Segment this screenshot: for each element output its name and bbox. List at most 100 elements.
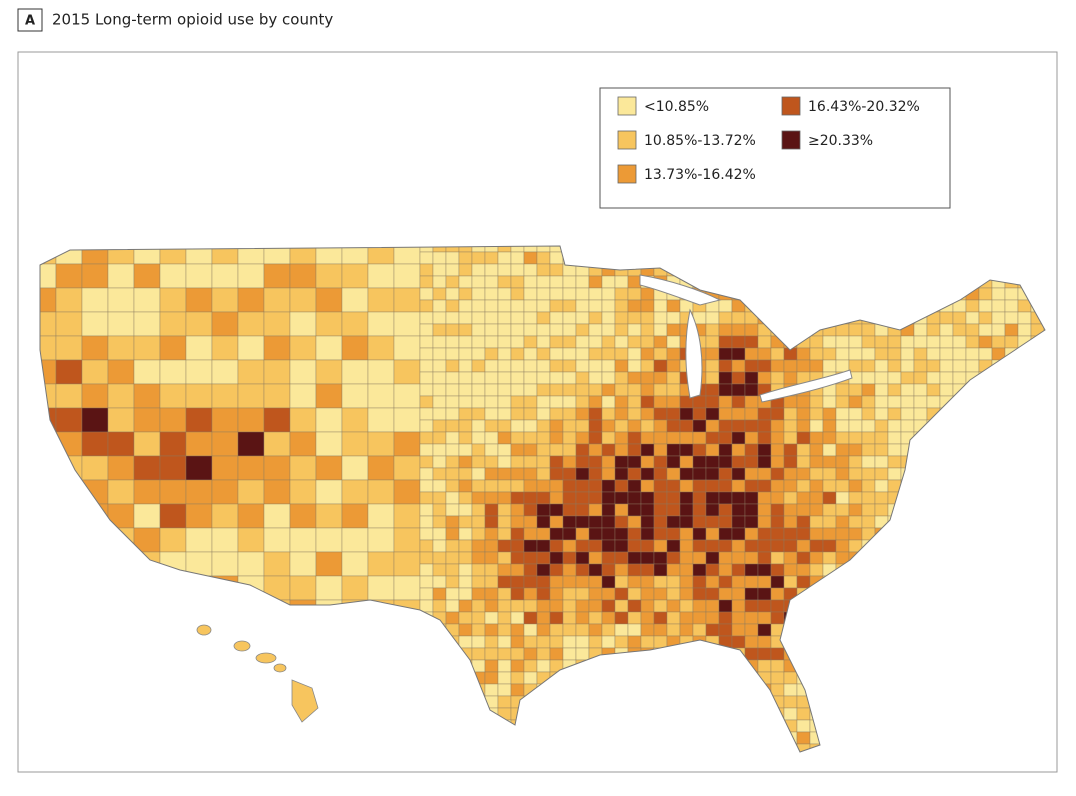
county-cell [549,443,564,457]
county-cell [705,539,720,553]
county-cell [952,335,967,349]
county-cell [107,335,135,361]
county-cell [185,503,213,529]
county-cell [484,527,499,541]
county-cell [315,287,343,313]
county-cell [835,407,850,421]
county-cell [432,335,447,349]
county-cell [562,479,577,493]
county-cell [510,551,525,565]
county-cell [627,407,642,421]
county-cell [458,539,473,553]
county-cell [458,407,473,421]
county-cell [601,503,616,517]
county-cell [588,407,603,421]
county-cell [627,635,642,649]
county-cell [640,635,655,649]
county-cell [315,455,343,481]
county-cell [562,407,577,421]
county-cell [497,611,512,625]
county-cell [757,539,772,553]
county-cell [705,311,720,325]
county-cell [510,575,525,589]
county-cell [497,407,512,421]
county-cell [640,419,655,433]
county-cell [692,407,707,421]
county-cell [237,431,265,457]
county-cell [991,323,1006,337]
county-cell [757,479,772,493]
county-cell [653,371,668,385]
county-cell [861,407,876,421]
lake-michigan [685,308,703,399]
county-cell [757,551,772,565]
county-cell [848,503,863,517]
county-cell [926,359,941,373]
county-cell [484,551,499,565]
county-cell [718,491,733,505]
county-cell [848,455,863,469]
county-cell [341,503,369,529]
county-cell [666,611,681,625]
county-cell [341,311,369,337]
county-cell [289,383,317,409]
county-cell [796,467,811,481]
county-cell [796,419,811,433]
county-cell [315,263,343,289]
county-cell [497,551,512,565]
county-cell [549,611,564,625]
county-cell [523,623,538,637]
county-cell [458,419,473,433]
county-cell [367,407,395,433]
county-cell [731,455,746,469]
county-cell [484,611,499,625]
county-cell [536,383,551,397]
county-cell [653,635,668,649]
county-cell [133,407,161,433]
county-cell [718,347,733,361]
county-cell [588,335,603,349]
county-cell [55,335,83,361]
county-cell [419,299,434,313]
county-cell [1017,311,1032,325]
county-cell [159,479,187,505]
county-cell [510,335,525,349]
county-cell [185,527,213,553]
county-cell [471,503,486,517]
county-cell [731,551,746,565]
county-cell [783,371,798,385]
county-cell [432,539,447,553]
legend: <10.85% 10.85%-13.72% 13.73%-16.42% 16.43%-… [617,96,920,184]
county-cell [757,515,772,529]
county-cell [497,395,512,409]
county-cell [627,419,642,433]
county-cell [523,539,538,553]
county-cell [744,515,759,529]
county-cell [653,347,668,361]
county-cell [536,407,551,421]
county-cell [679,575,694,589]
county-cell [744,431,759,445]
county-cell [666,311,681,325]
county-cell [510,671,525,685]
county-cell [562,539,577,553]
county-cell [497,467,512,481]
county-cell [471,647,486,661]
county-cell [497,335,512,349]
county-cell [770,503,785,517]
county-cell [731,311,746,325]
county-cell [640,623,655,637]
county-cell [432,479,447,493]
county-cell [705,419,720,433]
county-cell [575,371,590,385]
county-cell [471,335,486,349]
county-cell [848,407,863,421]
legend-label: 13.73%-16.42% [644,167,756,183]
county-cell [627,479,642,493]
county-cell [445,275,460,289]
county-cell [653,563,668,577]
county-cell [601,323,616,337]
county-cell [419,551,434,565]
county-cell [653,611,668,625]
county-cell [81,287,109,313]
